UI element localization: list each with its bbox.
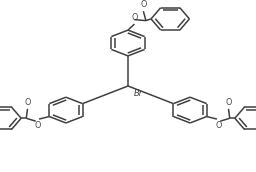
Text: O: O bbox=[24, 98, 31, 106]
Text: O: O bbox=[215, 121, 221, 130]
Text: O: O bbox=[35, 121, 41, 130]
Text: Br: Br bbox=[134, 89, 143, 98]
Text: O: O bbox=[132, 13, 138, 22]
Text: O: O bbox=[225, 98, 232, 106]
Text: O: O bbox=[140, 0, 146, 9]
